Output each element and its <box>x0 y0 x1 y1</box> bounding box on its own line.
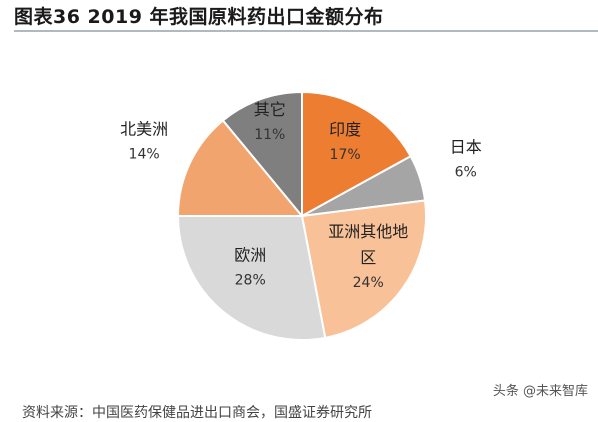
slice-value-label: 6% <box>455 164 477 180</box>
slice-value-label: 28% <box>235 272 266 288</box>
slice-value-label: 14% <box>129 146 160 162</box>
pie-slice <box>300 199 427 339</box>
pie-slices <box>176 90 427 341</box>
pie-slice <box>176 119 305 217</box>
slice-label: 印度 <box>329 120 361 139</box>
slice-value-label: 17% <box>330 147 361 163</box>
source-note: 资料来源：中国医药保健品进出口商会，国盛证券研究所 <box>22 405 372 421</box>
pie-slice <box>176 215 327 341</box>
slice-label: 日本 <box>450 137 482 156</box>
figure-title: 图表36 2019 年我国原料药出口金额分布 <box>14 6 384 28</box>
title-divider <box>14 30 598 32</box>
slice-label: 北美洲 <box>120 119 168 138</box>
watermark: 头条 @未来智库 <box>492 384 588 399</box>
slice-label: 区 <box>360 248 376 267</box>
slice-label: 欧洲 <box>234 245 266 264</box>
pie-slice <box>301 90 413 218</box>
slice-value-label: 11% <box>254 127 285 143</box>
slice-value-label: 24% <box>353 275 384 291</box>
slice-label: 亚洲其他地 <box>328 222 408 241</box>
pie-slice <box>221 90 303 219</box>
slice-label: 其它 <box>254 100 286 119</box>
